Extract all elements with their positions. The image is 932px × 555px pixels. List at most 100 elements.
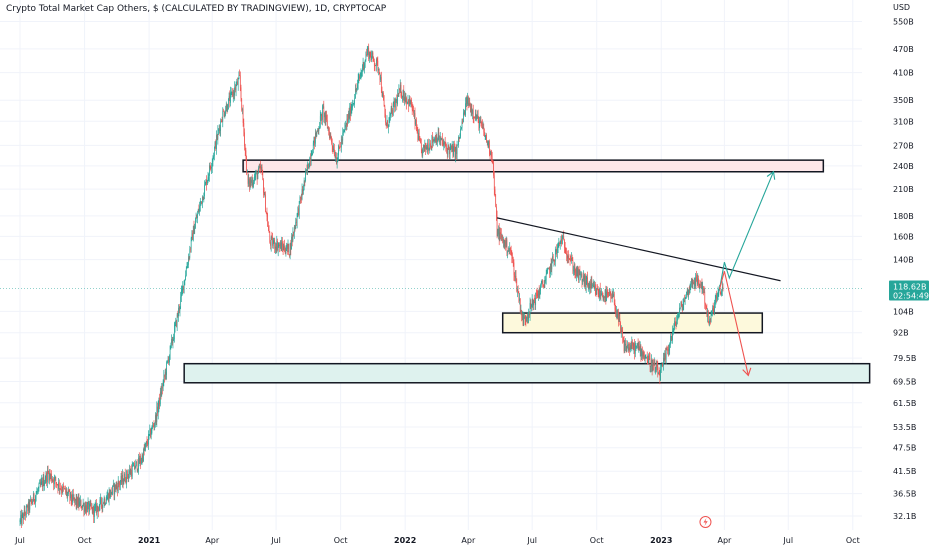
candle-body bbox=[479, 120, 480, 129]
candle-body bbox=[174, 326, 175, 340]
candle-body bbox=[416, 128, 418, 132]
candle-body bbox=[634, 343, 635, 354]
candle-body bbox=[720, 292, 722, 295]
candle-body bbox=[503, 239, 504, 243]
candle-body bbox=[101, 504, 103, 508]
candle-body bbox=[112, 485, 113, 493]
candle-body bbox=[595, 290, 597, 295]
candle-body bbox=[454, 146, 456, 158]
candle-body bbox=[353, 102, 355, 104]
candle-body bbox=[633, 343, 635, 349]
candle-body bbox=[322, 107, 323, 120]
candle-body bbox=[719, 288, 721, 293]
candle-body bbox=[136, 461, 137, 463]
candle-body bbox=[110, 489, 111, 498]
candle-body bbox=[333, 148, 334, 150]
candle-body bbox=[428, 149, 430, 151]
candle-body bbox=[722, 286, 724, 289]
candle-body bbox=[554, 259, 555, 262]
candle-body bbox=[592, 284, 594, 286]
candle-body bbox=[127, 476, 129, 478]
candle-body bbox=[252, 182, 254, 186]
candle-body bbox=[460, 127, 462, 129]
candle-body bbox=[653, 362, 655, 366]
candle-body bbox=[456, 147, 457, 154]
candle-body bbox=[73, 497, 75, 499]
candle-body bbox=[305, 170, 307, 173]
candle-body bbox=[558, 243, 560, 245]
mid-support-zone bbox=[501, 312, 764, 334]
candle-body bbox=[488, 141, 490, 148]
candle-body bbox=[494, 189, 496, 195]
candle-body bbox=[231, 91, 233, 93]
candle-body bbox=[141, 461, 142, 464]
candle-body bbox=[656, 365, 658, 367]
candle-body bbox=[670, 336, 672, 339]
candle-body bbox=[350, 109, 352, 116]
candle-body bbox=[187, 264, 189, 267]
candle-body bbox=[193, 226, 195, 234]
candle-body bbox=[40, 481, 42, 486]
candle-body bbox=[232, 91, 233, 97]
candle-body bbox=[446, 148, 448, 155]
candle-body bbox=[432, 140, 434, 143]
candle-body bbox=[674, 321, 676, 323]
candle-body bbox=[260, 166, 261, 170]
candle-body bbox=[425, 146, 427, 150]
candle-body bbox=[108, 492, 110, 502]
candle-body bbox=[253, 176, 255, 183]
candle-body bbox=[136, 461, 138, 471]
candle-body bbox=[512, 258, 514, 263]
candle-body bbox=[510, 250, 512, 255]
candle-body bbox=[606, 291, 607, 301]
candle-body bbox=[296, 221, 297, 223]
candle-body bbox=[431, 136, 433, 148]
candle-body bbox=[666, 348, 668, 350]
candle-body bbox=[714, 302, 715, 313]
candle-body bbox=[521, 310, 522, 316]
candle-body bbox=[667, 350, 669, 351]
candle-body bbox=[154, 423, 156, 427]
candle-body bbox=[626, 346, 628, 352]
candle-body bbox=[335, 157, 337, 158]
candle-body bbox=[359, 76, 361, 78]
candle-body bbox=[421, 149, 423, 156]
candle-body bbox=[192, 233, 193, 240]
candle-body bbox=[336, 157, 337, 165]
candle-body bbox=[348, 113, 350, 119]
candle-body bbox=[632, 345, 634, 349]
candle-body bbox=[585, 278, 587, 288]
candle-body bbox=[89, 503, 91, 505]
candle-body bbox=[304, 180, 306, 182]
candle-body bbox=[255, 172, 257, 177]
candle-body bbox=[402, 96, 403, 98]
candle-body bbox=[689, 287, 691, 294]
candle-body bbox=[251, 179, 252, 183]
candle-body bbox=[259, 166, 261, 168]
candle-body bbox=[599, 288, 601, 297]
candle-body bbox=[202, 196, 203, 204]
candle-body bbox=[544, 281, 546, 288]
candle-body bbox=[323, 106, 325, 118]
candle-body bbox=[514, 275, 515, 278]
candle-body bbox=[373, 60, 375, 66]
candle-body bbox=[270, 237, 272, 246]
candle-body bbox=[327, 127, 329, 129]
candle-body bbox=[280, 242, 282, 251]
candle-body bbox=[457, 144, 459, 146]
candle-body bbox=[303, 189, 304, 191]
candle-body bbox=[77, 498, 79, 507]
candle-body bbox=[176, 320, 177, 327]
x-tick-label: 2023 bbox=[650, 536, 672, 545]
candle-body bbox=[99, 499, 101, 507]
candle-body bbox=[157, 406, 158, 414]
candle-body bbox=[698, 278, 699, 285]
candle-body bbox=[487, 141, 489, 148]
candle-body bbox=[655, 367, 656, 372]
candle-body bbox=[202, 196, 204, 200]
candle-body bbox=[483, 126, 485, 133]
candle-body bbox=[375, 65, 377, 67]
candle-body bbox=[319, 127, 320, 129]
